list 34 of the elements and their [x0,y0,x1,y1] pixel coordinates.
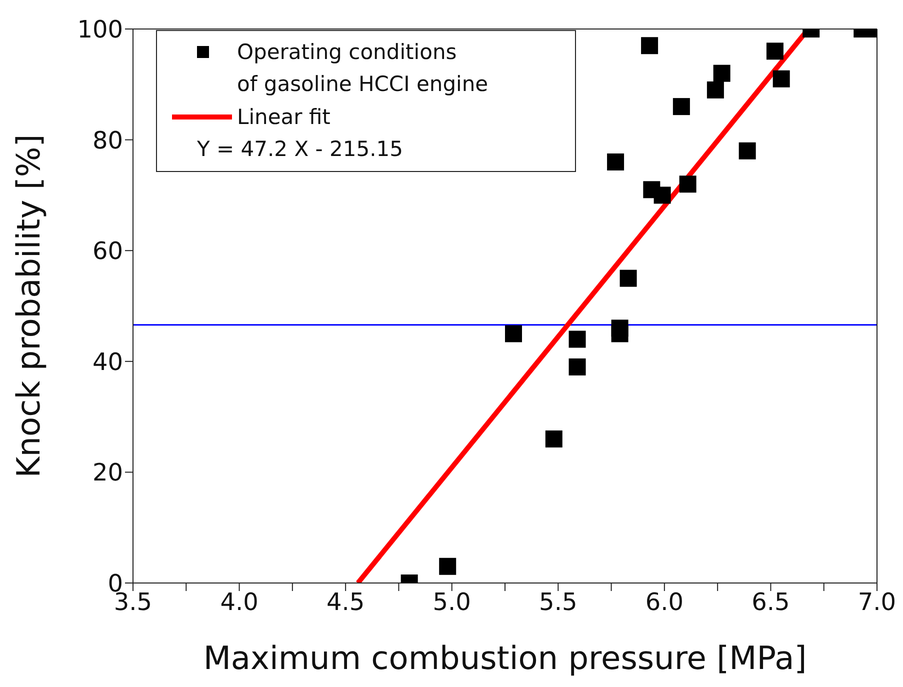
point [568,358,586,376]
point [611,325,628,342]
point [713,64,730,82]
point [766,42,784,60]
point [654,186,671,204]
legend-label: Linear fit [237,104,330,131]
y-axis-title: Knock probability [%] [9,134,48,478]
point [641,37,658,54]
x-tick-label: 4.5 [326,588,365,616]
point [772,70,790,88]
x-tick-label: 6.0 [645,588,684,616]
point [620,270,637,287]
point [706,81,724,98]
point [738,142,756,160]
point [607,153,624,170]
x-axis-title: Maximum combustion pressure [MPa] [203,639,807,677]
x-tick-label: 6.5 [752,588,790,616]
y-tick-label: 100 [77,16,123,44]
y-tick-label: 80 [92,126,123,154]
x-tick-label: 4.0 [220,588,258,616]
point [545,430,562,448]
x-tick-label: 7.0 [858,588,896,616]
y-tick-label: 40 [92,348,123,376]
x-tick-label: 5.5 [539,588,578,616]
annotation: Y = 47.2 X - 215.15 [196,137,404,161]
point [679,176,696,193]
y-tick-label: 60 [92,237,123,266]
point [672,98,690,116]
point [568,330,586,348]
legend-label: Operating conditions of gasoline HCCI engine [237,39,488,98]
point [505,325,522,342]
y-tick-label: 20 [92,458,123,487]
point [439,558,456,575]
x-tick-label: 5.0 [432,588,471,616]
